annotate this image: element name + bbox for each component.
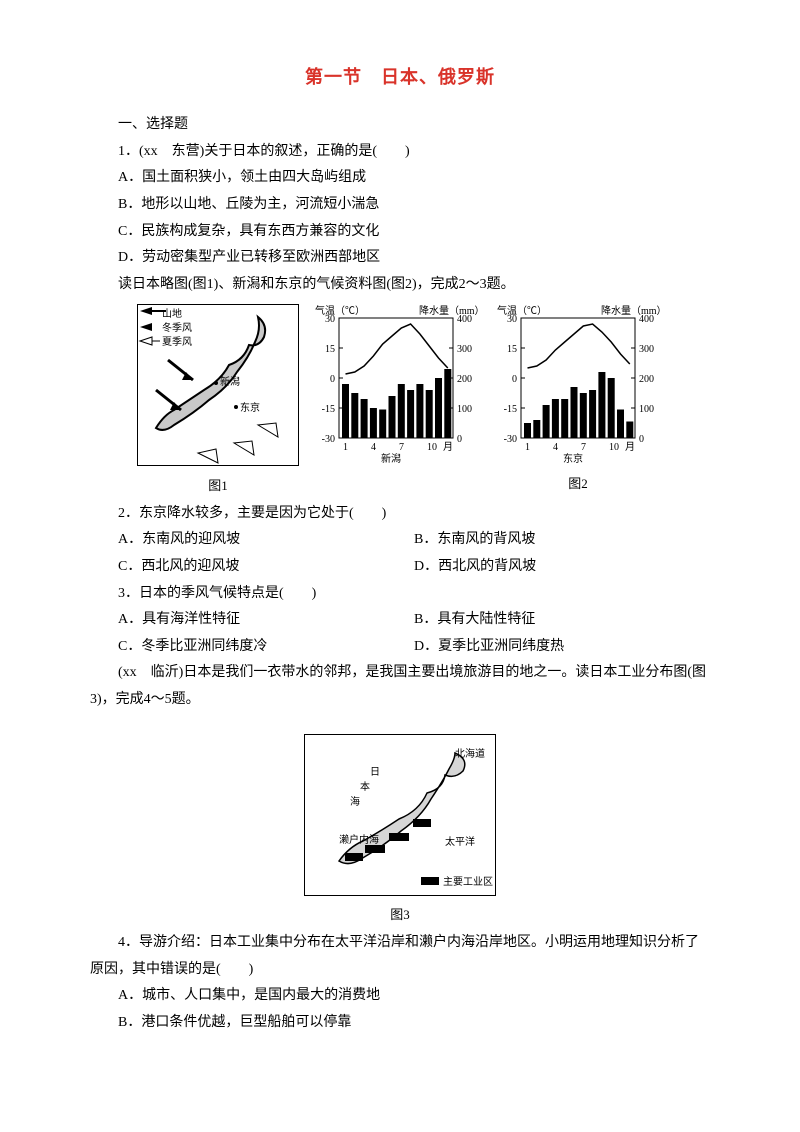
tick: 15 xyxy=(507,344,517,355)
chart-city-n: 新潟 xyxy=(381,452,401,464)
japan-map-sketch: 山地 冬季风 夏季风 新潟 xyxy=(137,304,299,466)
q2-opt-d: D．西北风的背风坡 xyxy=(414,554,710,581)
page-title: 第一节 日本、俄罗斯 xyxy=(90,60,710,94)
legend-summer: 夏季风 xyxy=(162,336,192,348)
label-hokkaido: 北海道 xyxy=(455,747,485,760)
lead-1: 读日本略图(图1)、新潟和东京的气候资料图(图2)，完成2～3题。 xyxy=(90,272,710,299)
tokyo-plot: 30 15 0 -15 -30 400 300 200 100 0 xyxy=(504,314,654,453)
q2-opt-b: B．东南风的背风坡 xyxy=(414,527,710,554)
q4-stem: 4．导游介绍：日本工业集中分布在太平洋沿岸和濑户内海沿岸地区。小明运用地理知识分… xyxy=(90,930,710,983)
tokyo-bars xyxy=(524,372,633,438)
tick: -30 xyxy=(322,434,335,445)
tick: 0 xyxy=(639,434,644,445)
figure-3: 北海道 日 本 海 太平洋 濑户内海 主要工业区 图3 xyxy=(304,734,496,928)
niigata-climograph: 气温（℃） 降水量（mm） 30 15 0 -15 -30 400 300 20… xyxy=(311,304,481,464)
tick: 200 xyxy=(639,374,654,385)
figure-2b: 气温（℃） 降水量（mm） 30 15 0 -15 -30 400 300 20… xyxy=(493,304,663,498)
label-sea-j3: 海 xyxy=(350,795,360,808)
tick: -15 xyxy=(504,404,517,415)
tick: 30 xyxy=(507,314,517,325)
tick: -30 xyxy=(504,434,517,445)
legend-winter: 冬季风 xyxy=(162,321,192,334)
tick: 7 xyxy=(581,442,586,453)
tick: 15 xyxy=(325,344,335,355)
figure-row-1: 山地 冬季风 夏季风 新潟 xyxy=(90,304,710,498)
tokyo-temp-line xyxy=(528,324,630,368)
q3-opt-c: C．冬季比亚洲同纬度冷 xyxy=(118,634,414,661)
tick: 400 xyxy=(457,314,472,325)
q4-opt-a: A．城市、人口集中，是国内最大的消费地 xyxy=(90,983,710,1010)
figure-row-2: 北海道 日 本 海 太平洋 濑户内海 主要工业区 图3 xyxy=(90,734,710,928)
tick: 月 xyxy=(625,441,635,453)
q3-stem: 3．日本的季风气候特点是( ) xyxy=(90,581,710,608)
label-pacific: 太平洋 xyxy=(445,835,475,848)
axis-temp-label: 气温（℃） xyxy=(497,304,547,317)
niigata-bars xyxy=(342,369,451,438)
japan-industry-map: 北海道 日 本 海 太平洋 濑户内海 主要工业区 xyxy=(304,734,496,896)
label-sea-j2: 本 xyxy=(360,780,370,793)
q1-stem: 1．(xx 东营)关于日本的叙述，正确的是( ) xyxy=(90,139,710,166)
fig3-label: 图3 xyxy=(304,903,496,928)
section-heading: 一、选择题 xyxy=(90,112,710,139)
niigata-plot: 30 15 0 -15 -30 400 300 200 100 0 xyxy=(322,314,472,453)
fig1-label: 图1 xyxy=(137,474,299,499)
q1-opt-d: D．劳动密集型产业已转移至欧洲西部地区 xyxy=(90,245,710,272)
tick: 300 xyxy=(639,344,654,355)
q2-opt-c: C．西北风的迎风坡 xyxy=(118,554,414,581)
tick: 100 xyxy=(457,404,472,415)
chart-city-t: 东京 xyxy=(563,452,583,464)
axis-temp-label: 气温（℃） xyxy=(315,304,365,317)
tick: 30 xyxy=(325,314,335,325)
q2-opt-a: A．东南风的迎风坡 xyxy=(118,527,414,554)
label-sea-j1: 日 xyxy=(370,767,380,778)
fig2-label: 图2 xyxy=(493,472,663,497)
q3-opt-b: B．具有大陆性特征 xyxy=(414,607,710,634)
tick: 月 xyxy=(443,441,453,453)
q1-opt-b: B．地形以山地、丘陵为主，河流短小湍急 xyxy=(90,192,710,219)
q4-opt-b: B．港口条件优越，巨型船舶可以停靠 xyxy=(90,1010,710,1037)
label-seto: 濑户内海 xyxy=(339,833,379,846)
tick: 0 xyxy=(512,374,517,385)
tick: 0 xyxy=(457,434,462,445)
niigata-temp-line xyxy=(346,324,448,374)
q1-opt-c: C．民族构成复杂，具有东西方兼容的文化 xyxy=(90,219,710,246)
tick: 4 xyxy=(553,442,558,453)
tick: 400 xyxy=(639,314,654,325)
tick: 100 xyxy=(639,404,654,415)
q3-opt-d: D．夏季比亚洲同纬度热 xyxy=(414,634,710,661)
q3-opt-a: A．具有海洋性特征 xyxy=(118,607,414,634)
legend-mountain: 山地 xyxy=(162,307,182,320)
tick: 1 xyxy=(525,442,530,453)
label-tokyo: 东京 xyxy=(240,401,260,414)
legend-industry: 主要工业区 xyxy=(443,876,493,888)
tick: 0 xyxy=(330,374,335,385)
tick: 10 xyxy=(427,442,437,453)
label-niigata: 新潟 xyxy=(220,375,240,388)
figure-1: 山地 冬季风 夏季风 新潟 xyxy=(137,304,299,498)
tick: -15 xyxy=(322,404,335,415)
tick: 1 xyxy=(343,442,348,453)
q2-stem: 2．东京降水较多，主要是因为它处于( ) xyxy=(90,501,710,528)
tokyo-climograph: 气温（℃） 降水量（mm） 30 15 0 -15 -30 400 300 20… xyxy=(493,304,663,464)
tick: 7 xyxy=(399,442,404,453)
tick: 10 xyxy=(609,442,619,453)
tick: 200 xyxy=(457,374,472,385)
tick: 300 xyxy=(457,344,472,355)
figure-2a: 气温（℃） 降水量（mm） 30 15 0 -15 -30 400 300 20… xyxy=(311,304,481,498)
tick: 4 xyxy=(371,442,376,453)
q1-opt-a: A．国土面积狭小，领土由四大岛屿组成 xyxy=(90,165,710,192)
lead-2: (xx 临沂)日本是我们一衣带水的邻邦，是我国主要出境旅游目的地之一。读日本工业… xyxy=(90,660,710,713)
